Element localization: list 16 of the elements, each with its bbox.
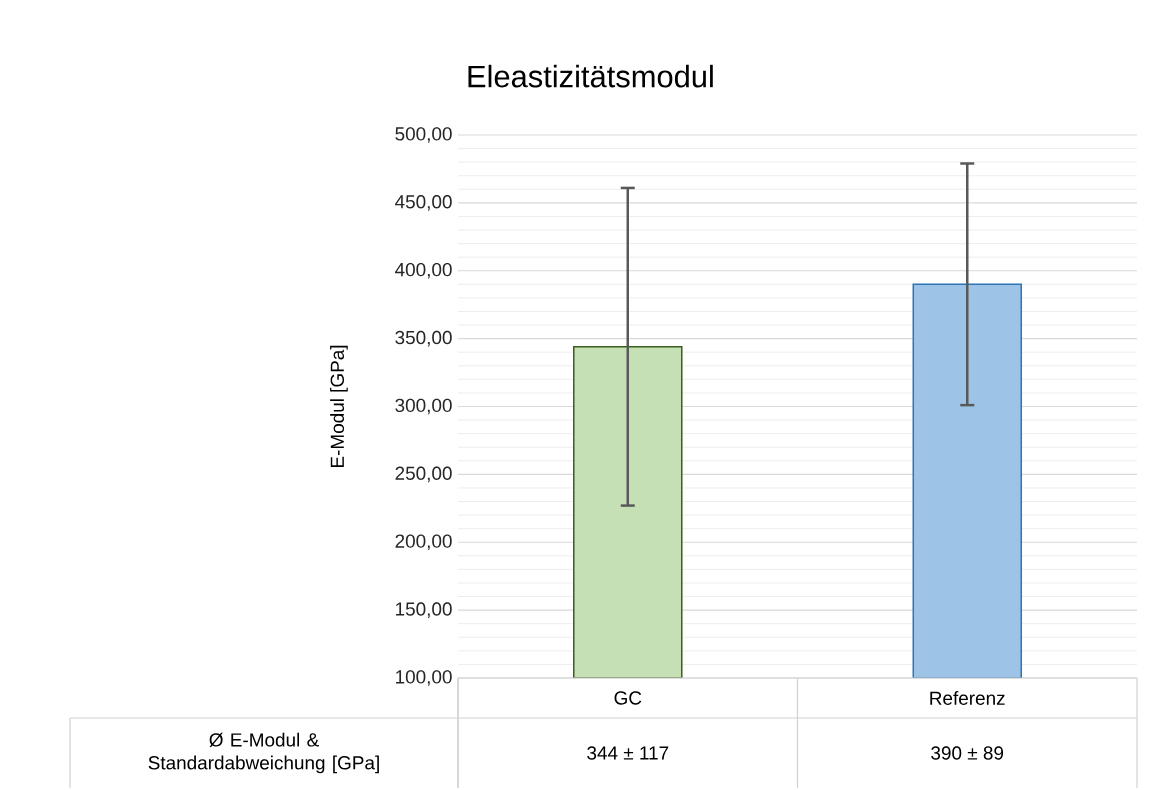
y-axis-title: E-Modul [GPa] [330,345,348,468]
y-tick-label: 150,00 [396,602,452,618]
text: Ø E-Modul & Standardabweichung [GPa] [148,732,379,774]
y-tick-label: 450,00 [395,195,452,211]
y-tick-label: 300,00 [395,398,452,415]
y-tick-label: 200,00 [395,534,452,551]
y-tick-label: 350,00 [395,330,452,347]
data-label: 390 ± 89 [931,746,1004,760]
y-tick-label: 250,00 [395,466,452,483]
x-tick-label: Referenz [930,691,1005,705]
data-label: 344 ± 117 [587,746,669,760]
chart-title: Eleastizitätsmodul [468,64,713,88]
x-tick-label: GC [614,691,642,705]
y-tick-label: 100,00 [396,670,452,686]
y-tick-label: 400,00 [395,262,452,279]
y-tick-label: 500,00 [395,127,452,143]
